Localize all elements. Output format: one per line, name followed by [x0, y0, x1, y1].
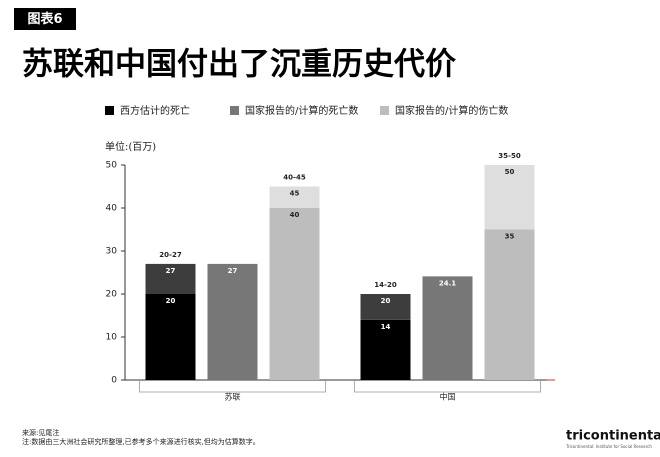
- bar-value: 14: [381, 323, 391, 331]
- bar-value: 20: [166, 297, 176, 305]
- range-label: 35-50: [498, 152, 521, 160]
- legend-label: 国家报告的/计算的伤亡数: [395, 104, 508, 117]
- y-tick-label: 0: [111, 376, 117, 386]
- source: 来源:见尾注: [22, 428, 59, 437]
- bar-value: 40: [290, 211, 300, 219]
- tag-box: [14, 8, 76, 30]
- legend-label: 国家报告的/计算的死亡数: [245, 104, 358, 117]
- legend-label: 西方估计的死亡: [120, 104, 190, 117]
- legend-swatch: [105, 106, 114, 115]
- bar-value: 35: [505, 233, 515, 241]
- legend-swatch: [380, 106, 389, 115]
- bar-range: [145, 263, 196, 294]
- x-tick-label: 苏联: [225, 392, 241, 402]
- bar-high-value: 45: [290, 190, 300, 198]
- bar: [360, 319, 411, 380]
- group-bracket: [139, 380, 326, 393]
- range-label: 14-20: [374, 281, 397, 289]
- range-label: 20-27: [159, 251, 182, 259]
- x-tick-label: 中国: [440, 392, 456, 402]
- bar: [207, 263, 258, 380]
- bar-value: 27: [228, 267, 238, 275]
- y-tick-label: 50: [106, 161, 118, 171]
- bar-high-value: 20: [381, 297, 391, 305]
- chart-title: 苏联和中国付出了沉重历史代价: [22, 47, 456, 83]
- bar-high-value: 27: [166, 267, 176, 275]
- y-tick-label: 10: [106, 333, 118, 343]
- bar-range: [360, 294, 411, 320]
- range-label: 40-45: [283, 174, 306, 182]
- note: 注:数据由三大洲社会研究所整理,已参考多个来源进行核实,但均为估算数字。: [22, 437, 260, 446]
- bar: [422, 276, 473, 380]
- bar-range: [484, 165, 535, 230]
- bar-value: 24.1: [439, 279, 456, 287]
- group-bracket: [354, 380, 541, 393]
- tag: 图表6: [27, 11, 62, 27]
- y-axis-label: 单位:(百万): [105, 140, 156, 153]
- bar: [145, 294, 196, 380]
- logo: tricontinental: [566, 429, 660, 444]
- logo-subtitle: Tricontinental: Institute for Social Res…: [565, 444, 652, 449]
- bar-range: [269, 186, 320, 208]
- y-tick-label: 30: [106, 247, 118, 257]
- legend-swatch: [230, 106, 239, 115]
- bar: [484, 229, 535, 380]
- bar: [269, 208, 320, 380]
- y-tick-label: 20: [106, 290, 118, 300]
- y-tick-label: 40: [106, 204, 118, 214]
- bar-high-value: 50: [505, 168, 515, 176]
